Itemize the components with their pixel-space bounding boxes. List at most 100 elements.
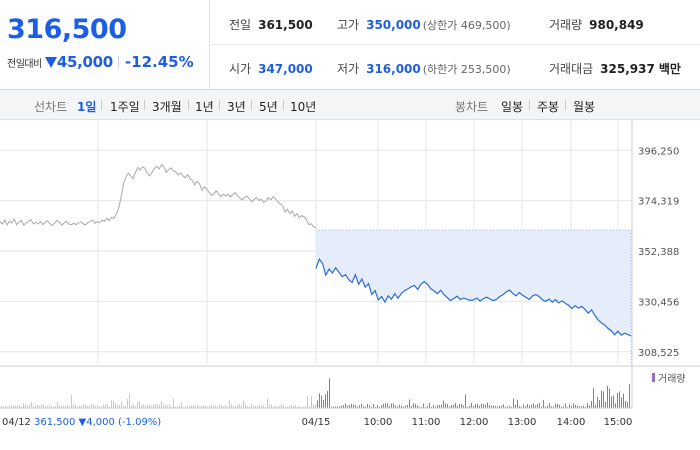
volume-bar bbox=[231, 404, 232, 408]
volume-bar bbox=[361, 403, 362, 408]
volume-bar bbox=[465, 394, 466, 408]
volume-bar bbox=[83, 404, 84, 408]
price-lines bbox=[0, 163, 632, 337]
volume-bar bbox=[325, 394, 326, 408]
volume-bar bbox=[477, 403, 478, 408]
volume-bar bbox=[341, 405, 342, 408]
volume-bar bbox=[481, 403, 482, 408]
volume-bar bbox=[533, 403, 534, 408]
stat-trade-value: 거래대금 325,937 백만 bbox=[549, 60, 681, 77]
volume-bar bbox=[625, 401, 626, 408]
volume-bar bbox=[203, 405, 204, 408]
period-5y[interactable]: 5년 bbox=[259, 100, 278, 114]
divider bbox=[144, 100, 145, 110]
volume-bar bbox=[151, 405, 152, 408]
volume-bar bbox=[499, 405, 500, 408]
volume-bar bbox=[59, 405, 60, 408]
stat-label: 거래대금 bbox=[549, 62, 594, 76]
volume-bar bbox=[265, 406, 266, 408]
volume-bar bbox=[255, 405, 256, 408]
volume-bar bbox=[199, 406, 200, 408]
candle-daily[interactable]: 일봉 bbox=[501, 100, 524, 114]
volume-bar bbox=[243, 400, 244, 408]
volume-bar bbox=[167, 405, 168, 408]
volume-bar bbox=[433, 404, 434, 408]
stat-value: 347,000 bbox=[258, 62, 313, 76]
volume-bar bbox=[435, 406, 436, 408]
volume-bar bbox=[623, 393, 624, 408]
stat-unit: 백만 bbox=[658, 62, 681, 76]
volume-bar bbox=[73, 404, 74, 408]
volume-bar bbox=[281, 404, 282, 408]
volume-bar bbox=[523, 404, 524, 408]
candle-weekly[interactable]: 주봉 bbox=[537, 100, 560, 114]
volume-bar bbox=[399, 404, 400, 408]
period-1w[interactable]: 1주일 bbox=[110, 100, 140, 114]
volume-bar bbox=[513, 398, 514, 408]
volume-bar bbox=[27, 405, 28, 408]
volume-bar bbox=[85, 404, 86, 408]
volume-bar bbox=[565, 403, 566, 408]
x-tick-label: 14:00 bbox=[557, 417, 586, 428]
period-1y[interactable]: 1년 bbox=[195, 100, 214, 114]
volume-bar bbox=[227, 406, 228, 408]
volume-bar bbox=[251, 404, 252, 408]
volume-bar bbox=[423, 403, 424, 408]
line-chart-label: 선차트 bbox=[34, 100, 68, 114]
volume-bar bbox=[527, 404, 528, 408]
period-1d[interactable]: 1일 bbox=[77, 100, 97, 114]
volume-bar bbox=[611, 396, 612, 408]
volume-bar bbox=[291, 405, 292, 408]
volume-bar bbox=[149, 404, 150, 408]
volume-bar bbox=[439, 405, 440, 408]
period-10y[interactable]: 10년 bbox=[290, 100, 317, 114]
volume-bar bbox=[309, 406, 310, 408]
volume-bar bbox=[305, 406, 306, 408]
volume-legend-label: 거래량 bbox=[658, 373, 686, 385]
volume-bar bbox=[287, 406, 288, 408]
volume-bar bbox=[15, 405, 16, 408]
volume-bar bbox=[479, 405, 480, 408]
volume-bar bbox=[313, 404, 314, 408]
volume-bar bbox=[159, 404, 160, 408]
volume-bar bbox=[595, 404, 596, 408]
volume-bar bbox=[415, 404, 416, 408]
volume-bar bbox=[161, 401, 162, 408]
volume-bar bbox=[257, 406, 258, 408]
x-tick-label: 10:00 bbox=[364, 417, 393, 428]
volume-bar bbox=[461, 403, 462, 408]
volume-bar bbox=[147, 404, 148, 408]
volume-bar bbox=[553, 406, 554, 408]
volume-bar bbox=[441, 404, 442, 408]
volume-bar bbox=[613, 395, 614, 408]
volume-bar bbox=[211, 404, 212, 408]
volume-bar bbox=[213, 405, 214, 408]
volume-bar bbox=[591, 400, 592, 408]
volume-bar bbox=[395, 405, 396, 408]
volume-bar bbox=[357, 406, 358, 408]
volume-bar bbox=[319, 393, 320, 408]
x-tick-label: 04/15 bbox=[302, 417, 331, 428]
volume-bar bbox=[201, 405, 202, 408]
volume-bar bbox=[353, 404, 354, 408]
volume-bar bbox=[75, 405, 76, 408]
volume-bar bbox=[37, 404, 38, 408]
stat-value: 361,500 bbox=[258, 18, 313, 32]
volume-bar bbox=[53, 406, 54, 408]
candle-monthly[interactable]: 월봉 bbox=[573, 100, 596, 114]
volume-bar bbox=[447, 404, 448, 408]
volume-bar bbox=[443, 400, 444, 408]
volume-bar bbox=[445, 403, 446, 408]
volume-bar bbox=[455, 403, 456, 408]
volume-bar bbox=[561, 406, 562, 408]
period-3y[interactable]: 3년 bbox=[227, 100, 246, 114]
volume-bar bbox=[121, 401, 122, 408]
price-chart[interactable]: 396,250 374,319 352,388 330,456 308,525 거래량 04… bbox=[0, 120, 700, 450]
volume-bar bbox=[545, 406, 546, 408]
volume-bar bbox=[311, 395, 312, 408]
volume-bar bbox=[517, 400, 518, 408]
volume-bar bbox=[593, 388, 594, 408]
period-3m[interactable]: 3개월 bbox=[152, 100, 182, 114]
volume-bar bbox=[253, 405, 254, 408]
volume-bar bbox=[389, 405, 390, 408]
